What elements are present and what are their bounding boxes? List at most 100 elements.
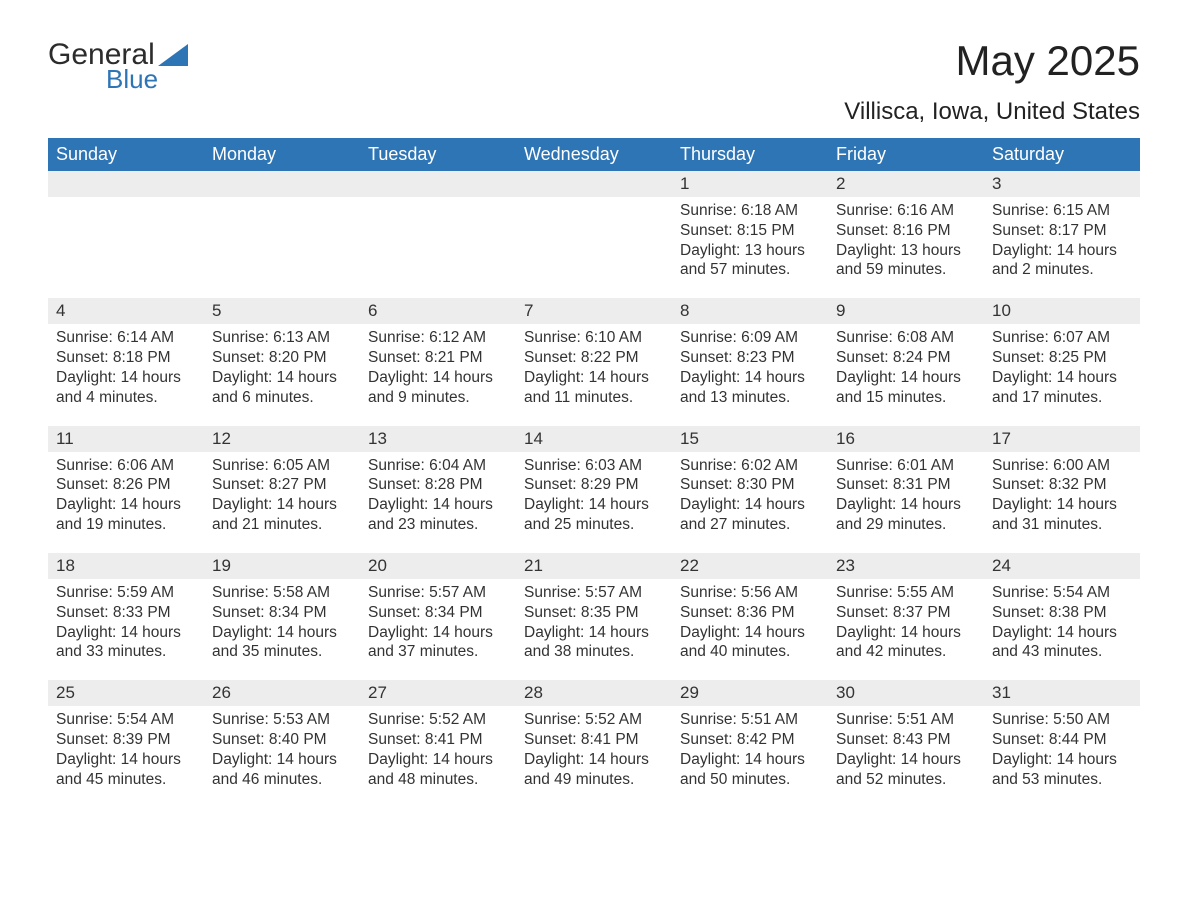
day-cell: 31Sunrise: 5:50 AMSunset: 8:44 PMDayligh… bbox=[984, 680, 1140, 807]
day-details: Sunrise: 6:08 AMSunset: 8:24 PMDaylight:… bbox=[828, 324, 984, 425]
week-row: 25Sunrise: 5:54 AMSunset: 8:39 PMDayligh… bbox=[48, 680, 1140, 807]
day-number: 1 bbox=[672, 171, 828, 197]
daylight-text: Daylight: 13 hours and 59 minutes. bbox=[836, 241, 976, 281]
day-details: Sunrise: 5:56 AMSunset: 8:36 PMDaylight:… bbox=[672, 579, 828, 680]
day-cell: 7Sunrise: 6:10 AMSunset: 8:22 PMDaylight… bbox=[516, 298, 672, 425]
calendar-table: Sunday Monday Tuesday Wednesday Thursday… bbox=[48, 138, 1140, 808]
day-cell: 4Sunrise: 6:14 AMSunset: 8:18 PMDaylight… bbox=[48, 298, 204, 425]
sunset-text: Sunset: 8:24 PM bbox=[836, 348, 976, 368]
sunrise-text: Sunrise: 6:18 AM bbox=[680, 201, 820, 221]
day-details: Sunrise: 5:52 AMSunset: 8:41 PMDaylight:… bbox=[516, 706, 672, 807]
day-details: Sunrise: 5:54 AMSunset: 8:39 PMDaylight:… bbox=[48, 706, 204, 807]
day-number: 20 bbox=[360, 553, 516, 579]
empty-day-number bbox=[360, 171, 516, 197]
day-details: Sunrise: 5:57 AMSunset: 8:34 PMDaylight:… bbox=[360, 579, 516, 680]
sunset-text: Sunset: 8:40 PM bbox=[212, 730, 352, 750]
sunrise-text: Sunrise: 5:51 AM bbox=[836, 710, 976, 730]
day-cell: 9Sunrise: 6:08 AMSunset: 8:24 PMDaylight… bbox=[828, 298, 984, 425]
sunset-text: Sunset: 8:26 PM bbox=[56, 475, 196, 495]
daylight-text: Daylight: 14 hours and 48 minutes. bbox=[368, 750, 508, 790]
day-details: Sunrise: 6:07 AMSunset: 8:25 PMDaylight:… bbox=[984, 324, 1140, 425]
day-cell: 10Sunrise: 6:07 AMSunset: 8:25 PMDayligh… bbox=[984, 298, 1140, 425]
brand-triangle-icon bbox=[158, 44, 188, 66]
day-number: 23 bbox=[828, 553, 984, 579]
sunrise-text: Sunrise: 6:14 AM bbox=[56, 328, 196, 348]
sunset-text: Sunset: 8:41 PM bbox=[368, 730, 508, 750]
day-number: 6 bbox=[360, 298, 516, 324]
header-row: General Blue May 2025 Villisca, Iowa, Un… bbox=[48, 40, 1140, 126]
day-number: 25 bbox=[48, 680, 204, 706]
day-details: Sunrise: 6:12 AMSunset: 8:21 PMDaylight:… bbox=[360, 324, 516, 425]
sunset-text: Sunset: 8:21 PM bbox=[368, 348, 508, 368]
day-number: 12 bbox=[204, 426, 360, 452]
week-row: 18Sunrise: 5:59 AMSunset: 8:33 PMDayligh… bbox=[48, 553, 1140, 680]
sunset-text: Sunset: 8:22 PM bbox=[524, 348, 664, 368]
empty-cell bbox=[204, 171, 360, 298]
daylight-text: Daylight: 14 hours and 38 minutes. bbox=[524, 623, 664, 663]
sunset-text: Sunset: 8:25 PM bbox=[992, 348, 1132, 368]
day-number: 18 bbox=[48, 553, 204, 579]
daylight-text: Daylight: 14 hours and 46 minutes. bbox=[212, 750, 352, 790]
day-number: 21 bbox=[516, 553, 672, 579]
day-number: 16 bbox=[828, 426, 984, 452]
day-cell: 21Sunrise: 5:57 AMSunset: 8:35 PMDayligh… bbox=[516, 553, 672, 680]
title-block: May 2025 Villisca, Iowa, United States bbox=[844, 40, 1140, 126]
calendar-page: General Blue May 2025 Villisca, Iowa, Un… bbox=[0, 0, 1188, 838]
daylight-text: Daylight: 14 hours and 33 minutes. bbox=[56, 623, 196, 663]
brand-word-2: Blue bbox=[106, 66, 158, 92]
location-label: Villisca, Iowa, United States bbox=[844, 98, 1140, 126]
sunrise-text: Sunrise: 6:01 AM bbox=[836, 456, 976, 476]
sunset-text: Sunset: 8:30 PM bbox=[680, 475, 820, 495]
day-number: 28 bbox=[516, 680, 672, 706]
daylight-text: Daylight: 14 hours and 27 minutes. bbox=[680, 495, 820, 535]
daylight-text: Daylight: 14 hours and 21 minutes. bbox=[212, 495, 352, 535]
day-number: 10 bbox=[984, 298, 1140, 324]
day-number: 9 bbox=[828, 298, 984, 324]
sunrise-text: Sunrise: 6:12 AM bbox=[368, 328, 508, 348]
daylight-text: Daylight: 13 hours and 57 minutes. bbox=[680, 241, 820, 281]
day-number: 22 bbox=[672, 553, 828, 579]
daylight-text: Daylight: 14 hours and 52 minutes. bbox=[836, 750, 976, 790]
day-details: Sunrise: 5:58 AMSunset: 8:34 PMDaylight:… bbox=[204, 579, 360, 680]
sunrise-text: Sunrise: 6:03 AM bbox=[524, 456, 664, 476]
sunrise-text: Sunrise: 5:52 AM bbox=[368, 710, 508, 730]
sunrise-text: Sunrise: 5:51 AM bbox=[680, 710, 820, 730]
day-details: Sunrise: 6:03 AMSunset: 8:29 PMDaylight:… bbox=[516, 452, 672, 553]
day-details: Sunrise: 6:01 AMSunset: 8:31 PMDaylight:… bbox=[828, 452, 984, 553]
sunset-text: Sunset: 8:16 PM bbox=[836, 221, 976, 241]
daylight-text: Daylight: 14 hours and 13 minutes. bbox=[680, 368, 820, 408]
sunrise-text: Sunrise: 6:07 AM bbox=[992, 328, 1132, 348]
sunrise-text: Sunrise: 6:10 AM bbox=[524, 328, 664, 348]
day-details: Sunrise: 6:02 AMSunset: 8:30 PMDaylight:… bbox=[672, 452, 828, 553]
day-number: 11 bbox=[48, 426, 204, 452]
empty-day-body bbox=[48, 197, 204, 277]
day-header-row: Sunday Monday Tuesday Wednesday Thursday… bbox=[48, 138, 1140, 171]
daylight-text: Daylight: 14 hours and 49 minutes. bbox=[524, 750, 664, 790]
day-details: Sunrise: 6:13 AMSunset: 8:20 PMDaylight:… bbox=[204, 324, 360, 425]
day-number: 26 bbox=[204, 680, 360, 706]
empty-day-body bbox=[516, 197, 672, 277]
sunset-text: Sunset: 8:34 PM bbox=[368, 603, 508, 623]
empty-cell bbox=[516, 171, 672, 298]
day-cell: 26Sunrise: 5:53 AMSunset: 8:40 PMDayligh… bbox=[204, 680, 360, 807]
day-cell: 14Sunrise: 6:03 AMSunset: 8:29 PMDayligh… bbox=[516, 426, 672, 553]
day-cell: 2Sunrise: 6:16 AMSunset: 8:16 PMDaylight… bbox=[828, 171, 984, 298]
day-cell: 8Sunrise: 6:09 AMSunset: 8:23 PMDaylight… bbox=[672, 298, 828, 425]
sunset-text: Sunset: 8:18 PM bbox=[56, 348, 196, 368]
daylight-text: Daylight: 14 hours and 40 minutes. bbox=[680, 623, 820, 663]
sunrise-text: Sunrise: 6:04 AM bbox=[368, 456, 508, 476]
day-details: Sunrise: 6:16 AMSunset: 8:16 PMDaylight:… bbox=[828, 197, 984, 298]
sunrise-text: Sunrise: 5:55 AM bbox=[836, 583, 976, 603]
day-number: 27 bbox=[360, 680, 516, 706]
day-header: Saturday bbox=[984, 138, 1140, 171]
day-cell: 30Sunrise: 5:51 AMSunset: 8:43 PMDayligh… bbox=[828, 680, 984, 807]
day-header: Friday bbox=[828, 138, 984, 171]
sunset-text: Sunset: 8:42 PM bbox=[680, 730, 820, 750]
sunrise-text: Sunrise: 5:54 AM bbox=[992, 583, 1132, 603]
sunrise-text: Sunrise: 6:15 AM bbox=[992, 201, 1132, 221]
sunset-text: Sunset: 8:15 PM bbox=[680, 221, 820, 241]
daylight-text: Daylight: 14 hours and 17 minutes. bbox=[992, 368, 1132, 408]
day-number: 30 bbox=[828, 680, 984, 706]
day-cell: 17Sunrise: 6:00 AMSunset: 8:32 PMDayligh… bbox=[984, 426, 1140, 553]
sunset-text: Sunset: 8:44 PM bbox=[992, 730, 1132, 750]
